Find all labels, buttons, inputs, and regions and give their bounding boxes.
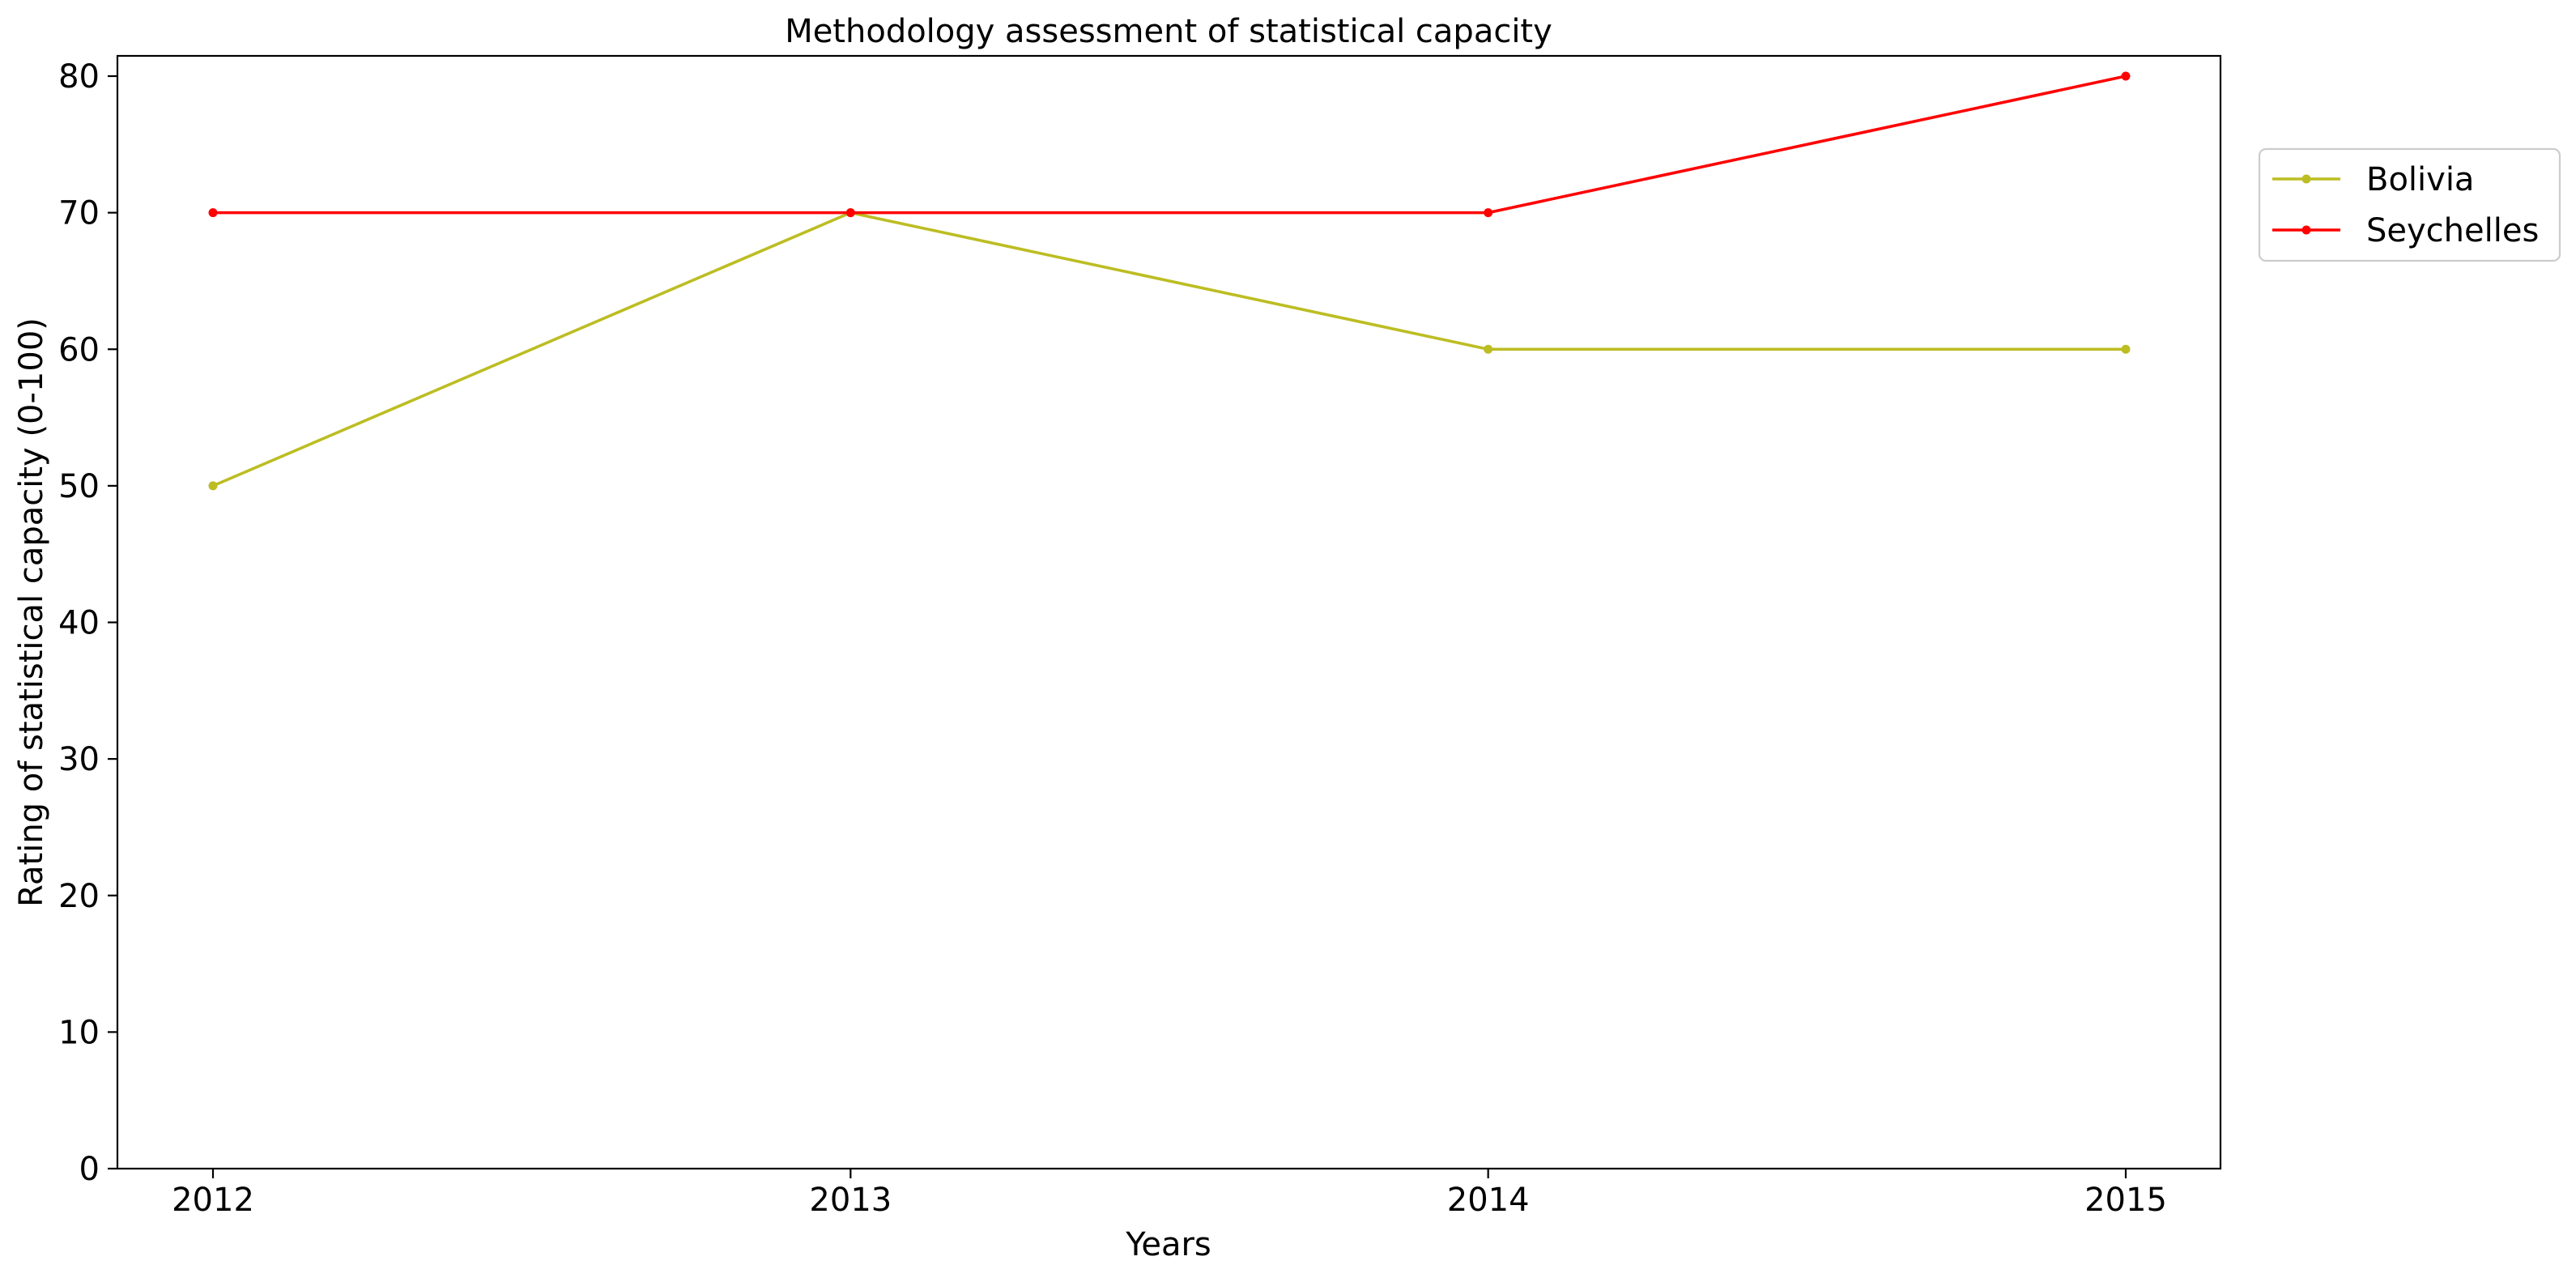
data-point-seychelles [2121, 71, 2131, 81]
legend-label-bolivia: Bolivia [2366, 161, 2474, 198]
data-point-bolivia [208, 481, 218, 491]
chart-title: Methodology assessment of statistical ca… [785, 13, 1552, 50]
x-tick-label: 2014 [1447, 1182, 1530, 1219]
legend-marker-bolivia [2301, 174, 2311, 184]
legend-label-seychelles: Seychelles [2366, 212, 2539, 249]
y-axis-label: Rating of statistical capacity (0-100) [13, 317, 50, 907]
legend-marker-seychelles [2301, 225, 2311, 235]
y-tick-label: 30 [58, 741, 100, 778]
series-layer [208, 71, 2131, 491]
legend-frame [2258, 147, 2561, 262]
y-tick-label: 10 [58, 1014, 100, 1051]
series-line-seychelles [213, 75, 2127, 215]
x-tick-label: 2012 [172, 1182, 254, 1219]
x-tick-label: 2015 [2084, 1182, 2167, 1219]
y-tick-label: 20 [58, 878, 100, 915]
x-axis-label: Years [1125, 1226, 1211, 1263]
y-tick-label: 70 [58, 195, 100, 232]
y-tick-label: 0 [79, 1151, 100, 1188]
plot-area [116, 54, 2222, 1170]
data-point-seychelles [1484, 208, 1493, 218]
series-line-bolivia [212, 211, 2126, 488]
y-axis-ticks: 0 10 20 30 40 50 60 70 80 [58, 58, 117, 1188]
y-tick-label: 60 [58, 331, 100, 368]
data-point-seychelles [845, 208, 855, 218]
y-tick-label: 80 [58, 58, 100, 96]
data-point-bolivia [1484, 344, 1493, 354]
x-axis-ticks: 2012 2013 2014 2015 [172, 1169, 2167, 1219]
data-point-seychelles [208, 208, 218, 218]
x-tick-label: 2013 [809, 1182, 892, 1219]
y-tick-label: 40 [58, 605, 100, 642]
y-tick-label: 50 [58, 468, 100, 505]
legend: Bolivia Seychelles [2258, 147, 2561, 262]
data-point-bolivia [2121, 344, 2131, 354]
